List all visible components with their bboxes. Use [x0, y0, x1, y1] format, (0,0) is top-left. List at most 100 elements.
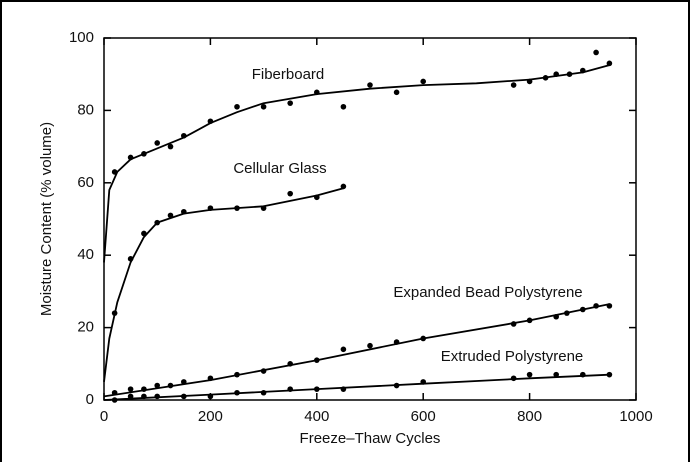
fit-curve [103, 64, 610, 263]
data-point [580, 371, 586, 378]
data-point [141, 393, 147, 400]
data-point [234, 371, 240, 378]
data-point [127, 256, 134, 262]
data-point [580, 306, 586, 313]
data-point [542, 75, 549, 81]
data-point [510, 82, 517, 88]
data-point [167, 382, 174, 389]
data-point [367, 82, 373, 88]
y-tick-label: 100 [69, 29, 94, 46]
data-point [154, 393, 160, 400]
data-point [127, 386, 134, 392]
data-point [287, 190, 294, 197]
data-point [111, 397, 118, 403]
y-tick-label: 20 [77, 319, 94, 336]
x-axis-label: Freeze–Thaw Cycles [300, 430, 441, 447]
data-point [181, 132, 187, 139]
data-point [181, 208, 187, 215]
data-point [287, 386, 294, 392]
data-point [510, 321, 517, 327]
data-point [393, 339, 400, 345]
data-point [340, 183, 347, 190]
data-point [260, 103, 267, 110]
data-point [141, 386, 147, 392]
data-point [420, 78, 427, 85]
fit-curve [103, 303, 610, 398]
data-point [526, 78, 533, 85]
y-tick-label: 40 [77, 246, 94, 263]
data-point [553, 371, 559, 378]
data-point [314, 89, 320, 96]
y-tick-label: 80 [77, 101, 94, 118]
y-tick-label: 0 [86, 391, 94, 408]
data-point [564, 310, 570, 316]
data-point [606, 303, 613, 309]
data-point [606, 60, 613, 67]
data-point [111, 310, 118, 316]
data-point [111, 389, 118, 396]
data-point [593, 49, 599, 56]
data-point [526, 371, 533, 378]
data-point [420, 335, 427, 342]
data-point [141, 151, 147, 157]
data-point [340, 386, 347, 392]
data-point [553, 313, 559, 320]
data-point [393, 382, 400, 389]
data-point [314, 357, 320, 363]
x-tick-label: 400 [304, 408, 329, 425]
data-point [234, 205, 240, 211]
fit-curve [103, 187, 344, 383]
series-label: Extruded Polystyrene [441, 348, 584, 365]
data-point [127, 393, 134, 400]
data-point [154, 140, 160, 146]
data-point [510, 375, 517, 382]
data-point [393, 89, 400, 96]
series-label: Fiberboard [252, 66, 325, 83]
data-point [127, 154, 134, 161]
data-point [566, 71, 573, 77]
plot-frame [103, 37, 637, 401]
data-point [181, 393, 187, 400]
x-tick-label: 600 [411, 408, 436, 425]
y-tick-label: 60 [77, 174, 94, 191]
x-tick-label: 200 [198, 408, 223, 425]
series-label: Expanded Bead Polystyrene [393, 284, 582, 301]
data-point [580, 67, 586, 74]
data-point [111, 169, 118, 175]
data-point [340, 103, 347, 110]
series-label: Cellular Glass [233, 160, 326, 177]
data-point [287, 361, 294, 367]
y-axis-label: Moisture Content (% volume) [38, 122, 55, 316]
data-point [260, 368, 267, 374]
data-point [181, 379, 187, 385]
data-point [154, 382, 160, 389]
data-point [340, 346, 347, 353]
data-point [526, 317, 533, 324]
data-point [553, 71, 559, 77]
data-point [314, 194, 320, 201]
x-tick-label: 800 [517, 408, 542, 425]
data-point [367, 342, 373, 349]
data-point [167, 212, 174, 219]
data-point [154, 219, 160, 226]
data-point [207, 393, 214, 400]
data-point [314, 386, 320, 392]
data-point [141, 230, 147, 237]
data-point [207, 205, 214, 211]
data-point [234, 103, 240, 110]
data-point [606, 371, 613, 378]
x-tick-label: 1000 [619, 408, 652, 425]
data-point [593, 303, 599, 309]
data-point [234, 389, 240, 396]
data-point [287, 100, 294, 106]
data-point [260, 389, 267, 396]
x-tick-label: 0 [100, 408, 108, 425]
data-point [207, 118, 214, 125]
data-point [420, 379, 427, 385]
data-point [167, 143, 174, 150]
data-point [207, 375, 214, 382]
fit-curve [103, 373, 610, 401]
data-point [260, 205, 267, 211]
